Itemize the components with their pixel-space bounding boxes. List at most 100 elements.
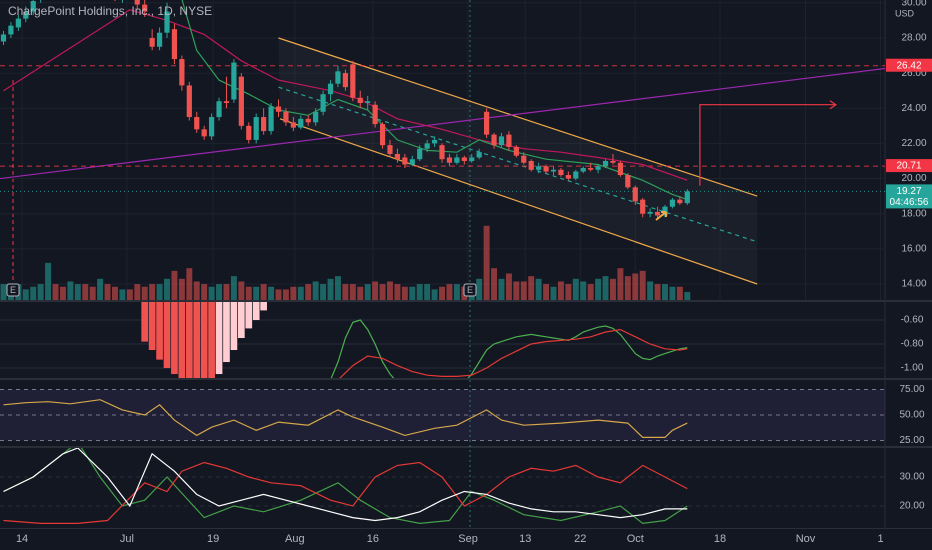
candle-body [580,168,586,172]
histogram-bar [215,302,223,375]
volume-bar [453,284,460,300]
candle-body [134,0,140,5]
volume-bar [364,284,371,300]
candle-body [461,157,467,161]
volume-bar [253,286,260,300]
volume-bar [505,273,512,300]
volume-bar [186,268,193,300]
volume-bar [216,284,223,300]
candle-body [305,118,311,123]
macd-line [330,319,688,378]
volume-bar [439,286,445,300]
candle-body [268,106,274,132]
candle-body [142,4,148,12]
dmi-line [3,448,688,522]
volume-bar [669,286,676,300]
volume-bar [587,284,594,300]
volume-bar [334,276,341,300]
candle-body [543,166,549,172]
x-tick-label: Nov [796,533,816,545]
x-tick-label: Sep [458,533,478,545]
y-tick-label: 20.00 [901,173,926,184]
volume-bar [275,289,282,300]
countdown: 04:46:56 [890,197,929,208]
axes: 14 Jul 19 Aug 16 Sep 13 22 Oct 18 Nov 1 30.00 28.00 26… [16,0,932,545]
volume-bar [30,286,37,300]
volume-bar [676,286,683,300]
histogram-bar [252,302,260,321]
candle-body [565,175,571,179]
y-tick-label: 24.00 [901,103,926,114]
histogram-bar [230,302,238,351]
candle-body [15,18,21,28]
price-label-box [886,159,932,173]
macd-line [339,328,688,378]
histogram-bar [185,302,193,378]
volume-bar [624,276,631,300]
volume-bar [223,284,230,300]
candle-body [365,101,371,103]
volume-bar [171,270,178,300]
earnings-label: E [467,285,473,295]
price-label: 19.27 [896,186,921,197]
volume-bar [662,284,668,300]
x-tick-label: 14 [16,533,28,545]
volume-bar [104,284,111,300]
volume-bar [491,268,498,300]
volume-bar [305,284,312,300]
x-tick-label: Aug [285,533,305,545]
volume-bar [89,286,96,300]
candle-body [402,157,408,165]
volume-bar [0,284,7,300]
volume-bar [401,286,408,300]
y-tick-label: -1.00 [901,363,924,374]
volume-bar [550,286,557,300]
candle-body [350,64,356,98]
volume-bar [268,286,275,300]
earnings-label: E [10,285,16,295]
candle-body [640,199,646,214]
y-tick-label: 16.00 [901,243,926,254]
x-tick-label: 1 [877,533,883,545]
y-tick-label: 26.00 [901,68,926,79]
candle-body [327,83,334,95]
candle-body [654,211,661,216]
price-label-box [886,58,932,72]
rsi-pane [0,388,885,441]
candle-body [194,117,200,130]
candle-body [261,117,267,132]
currency: USD [895,8,915,18]
volume-bar [528,276,535,300]
histogram-bar [223,302,230,363]
candle-body [602,160,609,167]
volume-bar [297,286,304,300]
volume-bar [134,284,141,300]
y-tick-label: 22.00 [901,138,926,149]
candle-body [231,62,237,100]
dmi-line [3,448,688,525]
volume-bar [357,286,364,300]
candle-body [409,159,415,165]
volume-bar [424,284,431,300]
candle-body [550,169,557,172]
volume-bar [312,281,319,300]
x-tick-label: 16 [367,533,379,545]
candle-body [394,153,401,160]
candle-body [164,11,170,33]
histogram-bar [141,302,149,342]
volume-bar [245,286,252,300]
candle-body [23,11,29,19]
volume-bar [238,281,245,300]
earnings-marker [463,283,477,297]
histogram-bar [260,302,267,311]
volume-bar [498,278,505,300]
histogram-bar [171,302,178,375]
volume-bar [45,262,52,300]
volume-bar [647,281,654,300]
volume-bar [483,225,490,300]
volume-bar [416,284,423,300]
candle-body [342,73,348,88]
volume-bar [112,286,118,300]
